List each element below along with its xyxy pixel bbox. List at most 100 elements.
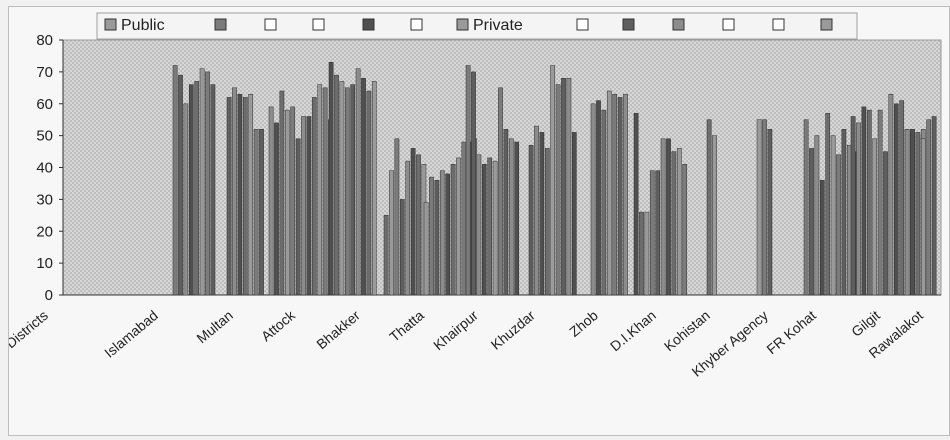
bar — [644, 211, 650, 296]
x-category-label: Kohistan — [661, 307, 713, 354]
bar — [809, 148, 814, 296]
legend-swatch — [820, 18, 833, 31]
bar — [893, 103, 899, 296]
bar — [920, 138, 926, 296]
bar — [612, 93, 618, 296]
bar — [841, 129, 847, 296]
bar — [866, 109, 872, 296]
bar — [566, 78, 572, 296]
bar — [301, 116, 306, 296]
x-axis-labels: Districts Islamabad Multan Attock Bhakker Tha… — [9, 306, 926, 379]
bar — [767, 129, 773, 296]
bar — [383, 215, 389, 296]
bar — [183, 103, 189, 296]
bar — [248, 93, 254, 296]
bar — [445, 173, 451, 296]
bar — [498, 87, 503, 296]
bar — [284, 109, 290, 296]
x-category-label: Multan — [193, 307, 235, 346]
bar — [503, 129, 509, 296]
bar — [528, 144, 534, 296]
bar — [561, 78, 566, 296]
bar — [350, 84, 356, 296]
bar — [883, 151, 888, 296]
bar — [311, 97, 317, 296]
bar — [623, 93, 628, 296]
bar — [188, 84, 194, 296]
bar — [450, 164, 456, 296]
y-tick-label: 30 — [36, 191, 53, 208]
bar — [649, 170, 655, 296]
bar — [856, 122, 861, 296]
bar — [555, 84, 561, 296]
legend-swatch — [456, 18, 469, 31]
x-category-label: Islamabad — [101, 307, 161, 361]
bar — [456, 157, 461, 296]
bar — [232, 87, 237, 296]
bar — [344, 87, 350, 296]
bar — [712, 135, 717, 296]
bar — [389, 170, 394, 296]
bar — [405, 160, 411, 296]
bar — [825, 113, 831, 296]
bar — [762, 119, 767, 296]
bar — [706, 119, 712, 296]
bar — [910, 129, 915, 296]
bar — [514, 141, 520, 296]
bar — [601, 109, 607, 296]
bar — [366, 90, 372, 296]
bar — [487, 157, 493, 296]
bar — [394, 138, 400, 296]
x-category-label: Khuzdar — [488, 307, 538, 353]
bar — [274, 122, 279, 296]
legend-swatch — [104, 18, 117, 31]
bar — [465, 65, 471, 296]
x-category-label: FR Kohat — [763, 307, 819, 357]
bar — [534, 125, 539, 296]
bar — [539, 132, 545, 296]
x-category-label: Gilgit — [848, 307, 883, 340]
legend-swatch — [312, 18, 325, 31]
bar — [655, 170, 661, 296]
y-tick-label: 10 — [36, 255, 53, 272]
bar — [199, 68, 205, 296]
bar — [830, 135, 836, 296]
legend-swatch — [264, 18, 277, 31]
bar — [210, 84, 216, 296]
bar — [429, 176, 434, 296]
x-category-label: Bhakker — [313, 307, 363, 352]
x-category-label: Attock — [258, 306, 299, 344]
legend-swatch — [214, 18, 227, 31]
bar — [476, 154, 482, 296]
bar — [596, 100, 601, 296]
x-category-label: D.I.Khan — [607, 307, 659, 354]
legend-swatch — [576, 18, 589, 31]
bar — [590, 103, 596, 296]
legend: Public Private — [96, 12, 858, 40]
bar — [416, 154, 421, 296]
bar — [410, 148, 416, 296]
x-category-label: Khairpur — [430, 307, 481, 353]
bar — [756, 119, 762, 296]
bar — [295, 138, 301, 296]
bars — [172, 62, 937, 296]
bar — [172, 65, 178, 296]
legend-swatch — [410, 18, 423, 31]
legend-swatch — [672, 18, 685, 31]
bar — [194, 81, 200, 296]
bar — [237, 93, 243, 296]
bar — [836, 154, 841, 296]
bar — [666, 138, 671, 296]
bar — [423, 202, 429, 296]
bar — [334, 74, 339, 296]
bar — [290, 106, 296, 296]
legend-swatch — [622, 18, 635, 31]
bar — [259, 129, 264, 296]
bar — [931, 116, 937, 296]
bar — [328, 62, 334, 296]
y-tick-label: 60 — [36, 96, 53, 113]
bar — [544, 148, 550, 296]
bar — [571, 132, 577, 296]
bar — [253, 129, 259, 296]
bar — [399, 199, 405, 296]
